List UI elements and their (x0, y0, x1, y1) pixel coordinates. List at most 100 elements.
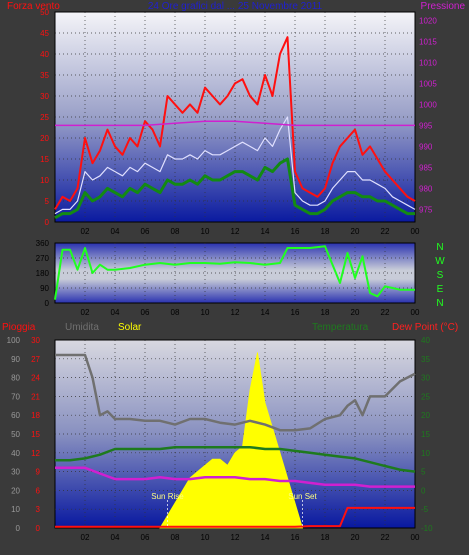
wind-ytick-10: 10 (40, 176, 49, 185)
temp-ytick-25: 25 (421, 392, 430, 401)
wind-x-tick-08: 08 (171, 227, 180, 236)
temp-ytick-0: 0 (421, 486, 426, 495)
humidity-ytick-20: 20 (11, 486, 20, 495)
direction-x-tick-04: 04 (111, 308, 120, 317)
humidity-x-tick-18: 18 (321, 533, 330, 542)
rain-label: Pioggia (2, 322, 36, 333)
wind-x-tick-02: 02 (81, 227, 90, 236)
rain-ytick-15: 15 (31, 430, 40, 439)
pressure-ytick-1010: 1010 (419, 58, 437, 67)
wind-x-tick-06: 06 (141, 227, 150, 236)
humidity-ytick-70: 70 (11, 392, 20, 401)
direction-x-tick-10: 10 (201, 308, 210, 317)
pressure-ytick-995: 995 (419, 121, 433, 130)
pressure-ytick-1015: 1015 (419, 37, 437, 46)
direction-ytick-0: 0 (45, 299, 50, 308)
pressure-ytick-990: 990 (419, 142, 433, 151)
pressure-ytick-980: 980 (419, 184, 433, 193)
temp-ytick--10: -10 (421, 524, 433, 533)
humidity-x-tick-00: 00 (411, 533, 420, 542)
pressure-ytick-985: 985 (419, 163, 433, 172)
wind-gust-line (54, 36, 416, 210)
rain-ytick-18: 18 (31, 411, 40, 420)
direction-compass-E: E (437, 284, 444, 295)
temp-ytick-40: 40 (421, 336, 430, 345)
wind-ytick-45: 45 (40, 29, 49, 38)
wind-x-tick-04: 04 (111, 227, 120, 236)
humidity-x-tick-12: 12 (231, 533, 240, 542)
dewpoint-line (55, 466, 415, 488)
direction-ytick-90: 90 (40, 284, 49, 293)
humidity-x-tick-06: 06 (141, 533, 150, 542)
direction-ytick-270: 270 (36, 254, 50, 263)
humidity-ytick-40: 40 (11, 449, 20, 458)
wind-min-line (54, 157, 415, 220)
sunset-label: Sun Set (288, 492, 317, 501)
direction-x-tick-20: 20 (351, 308, 360, 317)
direction-x-tick-14: 14 (261, 308, 270, 317)
wind-x-tick-16: 16 (291, 227, 300, 236)
rain-ytick-9: 9 (36, 468, 41, 477)
wind-ytick-20: 20 (40, 134, 49, 143)
wind-x-tick-20: 20 (351, 227, 360, 236)
humidity-x-tick-22: 22 (381, 533, 390, 542)
temp-ytick-10: 10 (421, 449, 430, 458)
wind-ytick-30: 30 (40, 92, 49, 101)
humidity-x-tick-10: 10 (201, 533, 210, 542)
humidity-x-tick-14: 14 (261, 533, 270, 542)
humidity-x-tick-08: 08 (171, 533, 180, 542)
dewpoint-label: Dew Point (°C) (392, 322, 458, 333)
rain-ytick-6: 6 (36, 486, 41, 495)
temp-ytick-30: 30 (421, 374, 430, 383)
direction-compass-N: N (436, 298, 443, 309)
humidity-ytick-100: 100 (7, 336, 21, 345)
rain-ytick-21: 21 (31, 392, 40, 401)
direction-x-tick-00: 00 (411, 308, 420, 317)
wind-ytick-40: 40 (40, 50, 49, 59)
pressure-ytick-1020: 1020 (419, 16, 437, 25)
wind-ytick-35: 35 (40, 71, 49, 80)
direction-x-tick-08: 08 (171, 308, 180, 317)
rain-line (55, 506, 415, 528)
sunrise-label: Sun Rise (151, 492, 184, 501)
humidity-ytick-80: 80 (11, 374, 20, 383)
wind-ytick-5: 5 (45, 197, 50, 206)
direction-compass-W: W (435, 256, 445, 267)
humidity-ytick-0: 0 (16, 524, 21, 533)
rain-ytick-30: 30 (31, 336, 40, 345)
rain-ytick-3: 3 (36, 505, 41, 514)
chart-title: 24 Ore grafici dal ... 25 Novembre 2011 (148, 1, 323, 12)
solar-area (159, 352, 304, 529)
solar-label: Solar (118, 322, 142, 333)
direction-line (54, 245, 415, 300)
direction-x-tick-02: 02 (81, 308, 90, 317)
pressure-ytick-975: 975 (419, 205, 433, 214)
rain-ytick-12: 12 (31, 449, 40, 458)
pressure-ytick-1000: 1000 (419, 100, 437, 109)
wind-x-tick-22: 22 (381, 227, 390, 236)
wind-x-tick-12: 12 (231, 227, 240, 236)
humidity-line (55, 353, 416, 432)
humidity-ytick-60: 60 (11, 411, 20, 420)
humidity-x-tick-20: 20 (351, 533, 360, 542)
wind-x-tick-18: 18 (321, 227, 330, 236)
temp-ytick-15: 15 (421, 430, 430, 439)
pressure-line (55, 120, 415, 127)
humidity-ytick-90: 90 (11, 355, 20, 364)
wind-ytick-50: 50 (40, 8, 49, 17)
wind-ytick-0: 0 (45, 218, 50, 227)
wind-avg-line (54, 116, 416, 215)
direction-compass-S: S (437, 270, 444, 281)
direction-ytick-360: 360 (36, 239, 50, 248)
temp-ytick--5: -5 (421, 505, 429, 514)
pressure-axis-label: Pressione (421, 1, 466, 12)
wind-axis-label: Forza vento (7, 1, 60, 12)
rain-ytick-0: 0 (36, 524, 41, 533)
humidity-x-tick-16: 16 (291, 533, 300, 542)
temp-ytick-5: 5 (421, 468, 426, 477)
direction-x-tick-22: 22 (381, 308, 390, 317)
wind-x-tick-10: 10 (201, 227, 210, 236)
direction-x-tick-06: 06 (141, 308, 150, 317)
